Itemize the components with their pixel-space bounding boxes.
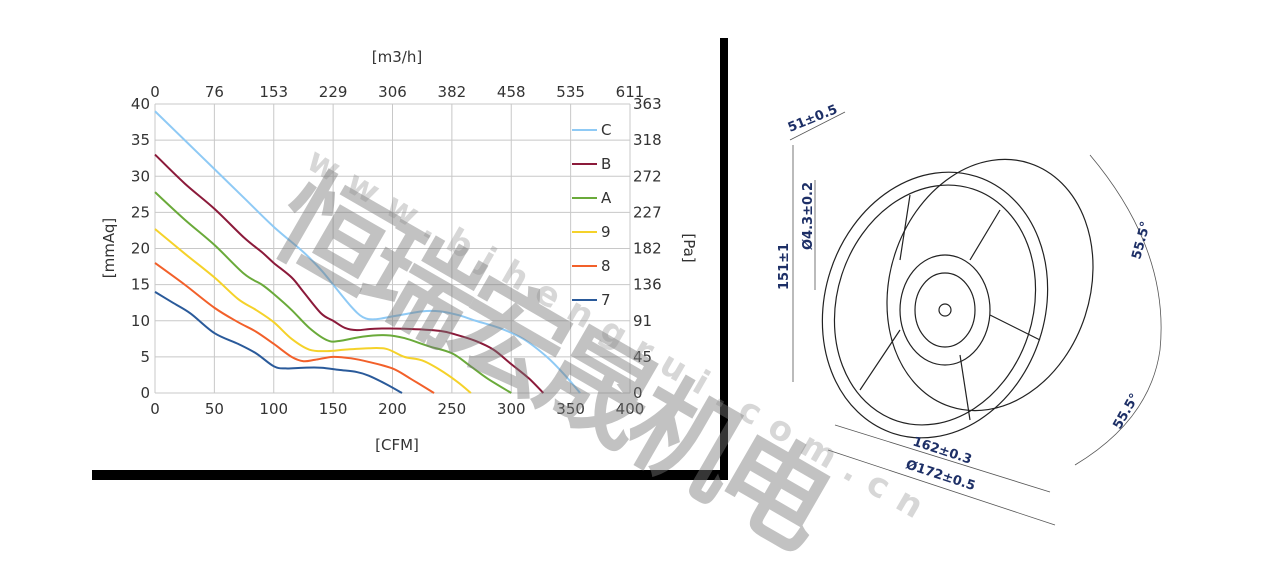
x2-tick-label: 153 <box>259 83 288 101</box>
dim-arc-angle <box>1074 154 1162 466</box>
y-axis-label: [mmAq] <box>100 218 118 278</box>
x-tick-label: 100 <box>259 400 288 418</box>
x2-tick-label: 382 <box>438 83 467 101</box>
fan-back-ring <box>886 158 1094 412</box>
y-tick-label: 5 <box>140 348 150 366</box>
y2-tick-label: 363 <box>633 95 662 113</box>
series-line-9 <box>154 228 472 394</box>
y-tick-label: 30 <box>131 167 150 185</box>
fan-dimension-drawing: 51±0.5 151±1 Ø4.3±0.2 162±0.3 Ø172±0.5 5… <box>777 102 1162 526</box>
x2-tick-label: 535 <box>556 83 585 101</box>
fan-frame-inner <box>833 184 1037 426</box>
y-tick-label: 40 <box>131 95 150 113</box>
series-line-8 <box>154 262 435 394</box>
y2-tick-label: 318 <box>633 131 662 149</box>
x-tick-label: 200 <box>378 400 407 418</box>
x-tick-label: 250 <box>438 400 467 418</box>
y-tick-label: 10 <box>131 312 150 330</box>
fan-hub <box>899 254 991 366</box>
y-tick-label: 25 <box>131 203 150 221</box>
dim-angle-top: 55.5° <box>1129 220 1153 261</box>
legend-label-C: C <box>601 121 611 139</box>
y-tick-label: 0 <box>140 384 150 402</box>
y2-tick-label: 136 <box>633 276 662 294</box>
y2-tick-label: 227 <box>633 203 662 221</box>
grid <box>154 103 631 394</box>
x2-axis-label: [m3/h] <box>372 48 422 66</box>
fan-hub-inner <box>914 272 976 348</box>
series-line-C <box>154 110 581 394</box>
y2-axis-label: [Pa] <box>680 233 698 262</box>
x-tick-label: 350 <box>556 400 585 418</box>
frame-bottom-border <box>92 470 728 480</box>
series-line-B <box>154 153 545 394</box>
legend-label-8: 8 <box>601 257 611 275</box>
x2-tick-label: 611 <box>616 83 645 101</box>
x2-tick-label: 306 <box>378 83 407 101</box>
legend: CBA 9 8 7 <box>572 121 612 309</box>
y-tick-label: 15 <box>131 276 150 294</box>
y2-tick-label: 182 <box>633 240 662 258</box>
legend-label-B: B <box>601 155 611 173</box>
legend-label-7: 7 <box>601 291 611 309</box>
dim-height: 151±1 <box>777 243 792 290</box>
y2-tick-label: 0 <box>633 384 643 402</box>
legend-label-A: A <box>601 189 612 207</box>
y2-tick-label: 45 <box>633 348 652 366</box>
dim-depth: 51±0.5 <box>786 102 840 135</box>
x-tick-label: 400 <box>616 400 645 418</box>
fan-blades <box>859 194 1041 421</box>
dim-angle-bottom: 55.5° <box>1110 391 1142 432</box>
dim-line-spacing <box>834 424 1051 493</box>
fan-frame-outer <box>821 171 1049 439</box>
x-tick-label: 300 <box>497 400 526 418</box>
series-line-A <box>154 191 512 394</box>
series-lines <box>154 110 581 394</box>
y-tick-label: 20 <box>131 240 150 258</box>
x-axis-label: [CFM] <box>375 436 419 454</box>
dim-hole: Ø4.3±0.2 <box>801 182 816 250</box>
legend-label-9: 9 <box>601 223 611 241</box>
dim-line-depth <box>789 111 846 141</box>
y-tick-label: 35 <box>131 131 150 149</box>
frame-right-border <box>720 38 728 480</box>
y2-tick-label: 91 <box>633 312 652 330</box>
x2-tick-label: 458 <box>497 83 526 101</box>
x2-tick-label: 229 <box>319 83 348 101</box>
dim-line-diameter <box>827 449 1056 526</box>
x-tick-label: 150 <box>319 400 348 418</box>
series-line-7 <box>154 290 403 394</box>
x2-tick-label: 0 <box>150 83 160 101</box>
x-tick-label: 0 <box>150 400 160 418</box>
y2-tick-label: 272 <box>633 167 662 185</box>
x-tick-label: 50 <box>205 400 224 418</box>
fan-shaft <box>938 303 952 317</box>
x2-tick-label: 76 <box>205 83 224 101</box>
